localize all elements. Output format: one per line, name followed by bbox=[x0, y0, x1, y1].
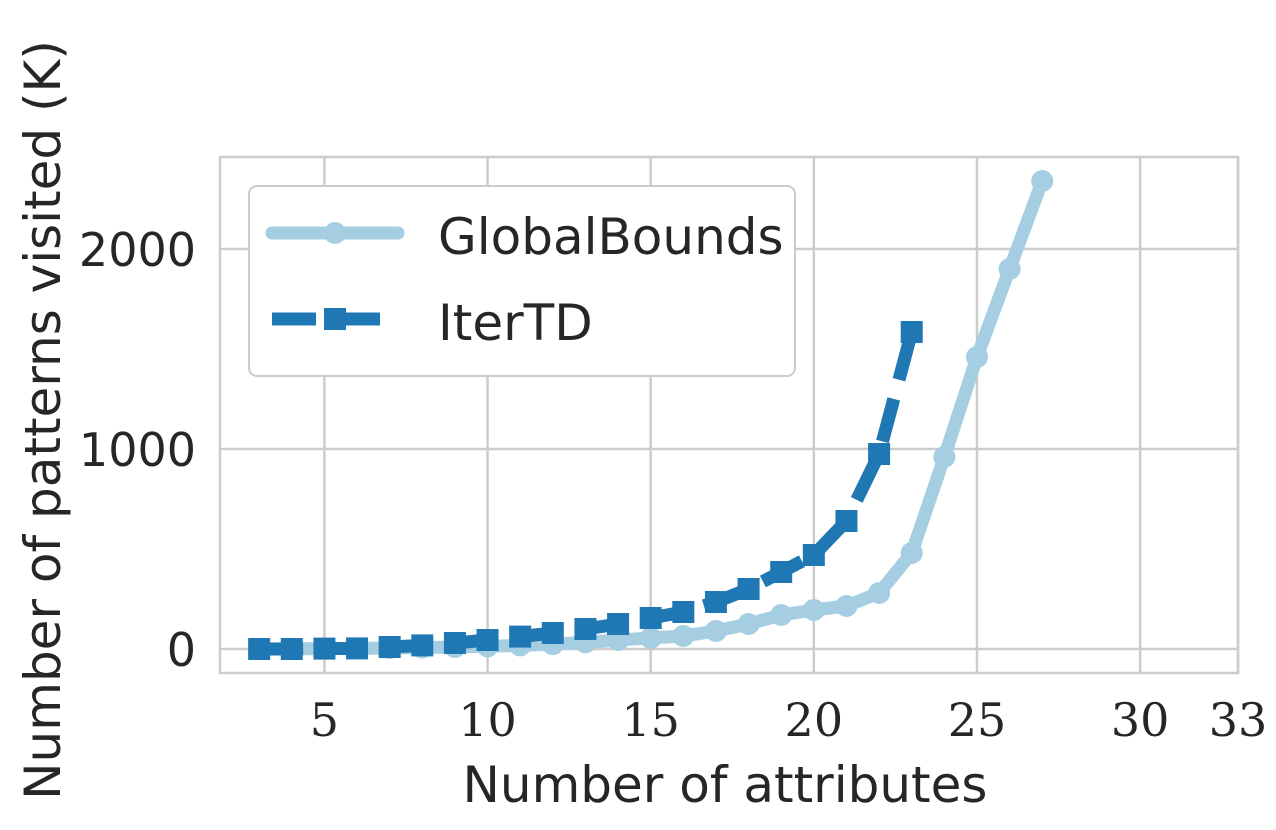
data-point bbox=[346, 637, 369, 660]
data-point bbox=[476, 629, 499, 651]
data-point bbox=[639, 627, 662, 649]
x-tick-label: 25 bbox=[948, 693, 1007, 747]
data-point bbox=[998, 258, 1021, 280]
data-point bbox=[900, 321, 923, 343]
data-point bbox=[868, 443, 891, 465]
x-tick-label: 15 bbox=[621, 693, 680, 747]
data-point bbox=[411, 634, 434, 657]
legend-marker-globalbounds bbox=[324, 222, 346, 244]
data-point bbox=[802, 544, 825, 566]
data-point bbox=[704, 591, 727, 613]
y-tick-label: 2000 bbox=[79, 223, 196, 277]
data-point bbox=[868, 582, 891, 604]
data-point bbox=[835, 595, 858, 617]
x-axis-label: Number of attributes bbox=[463, 756, 988, 814]
data-point bbox=[639, 607, 662, 629]
data-point bbox=[509, 625, 532, 648]
data-point bbox=[1031, 170, 1054, 192]
legend-label-itertd: IterTD bbox=[438, 294, 593, 352]
legend-marker-itertd bbox=[324, 308, 346, 330]
data-point bbox=[802, 599, 825, 621]
data-point bbox=[672, 601, 695, 623]
x-axis-ticks: 5 10 15 20 25 30 33 bbox=[310, 693, 1268, 747]
plot-frame bbox=[218, 155, 1240, 675]
data-point bbox=[443, 632, 466, 654]
y-tick-label: 1000 bbox=[79, 423, 196, 477]
data-point bbox=[607, 613, 630, 635]
legend-label-globalbounds: GlobalBounds bbox=[438, 208, 784, 266]
y-axis-ticks: 0 1000 2000 bbox=[79, 223, 196, 677]
x-tick-label: 5 bbox=[310, 693, 339, 747]
x-tick-label: 20 bbox=[785, 693, 844, 747]
data-point bbox=[965, 346, 988, 368]
data-point bbox=[280, 638, 303, 660]
data-point bbox=[770, 604, 793, 626]
data-point bbox=[835, 510, 858, 532]
data-point bbox=[248, 638, 271, 660]
data-point bbox=[378, 636, 401, 658]
data-point bbox=[313, 637, 336, 660]
y-tick-label: 0 bbox=[167, 623, 196, 677]
x-tick-label: 10 bbox=[458, 693, 517, 747]
data-point bbox=[900, 542, 923, 564]
y-axis-label: Number of patterns visited (K) bbox=[14, 40, 72, 800]
data-point bbox=[704, 620, 727, 642]
data-point bbox=[672, 625, 695, 647]
data-point bbox=[933, 446, 956, 468]
data-point bbox=[770, 561, 793, 583]
x-tick-label: 33 bbox=[1209, 693, 1268, 747]
data-point bbox=[574, 618, 597, 640]
legend: GlobalBounds IterTD bbox=[248, 185, 796, 377]
data-point bbox=[541, 622, 564, 644]
series-itertd bbox=[248, 321, 923, 660]
series-layer bbox=[248, 170, 1054, 660]
data-point bbox=[737, 613, 760, 635]
data-point bbox=[737, 578, 760, 600]
x-tick-label: 30 bbox=[1111, 693, 1170, 747]
